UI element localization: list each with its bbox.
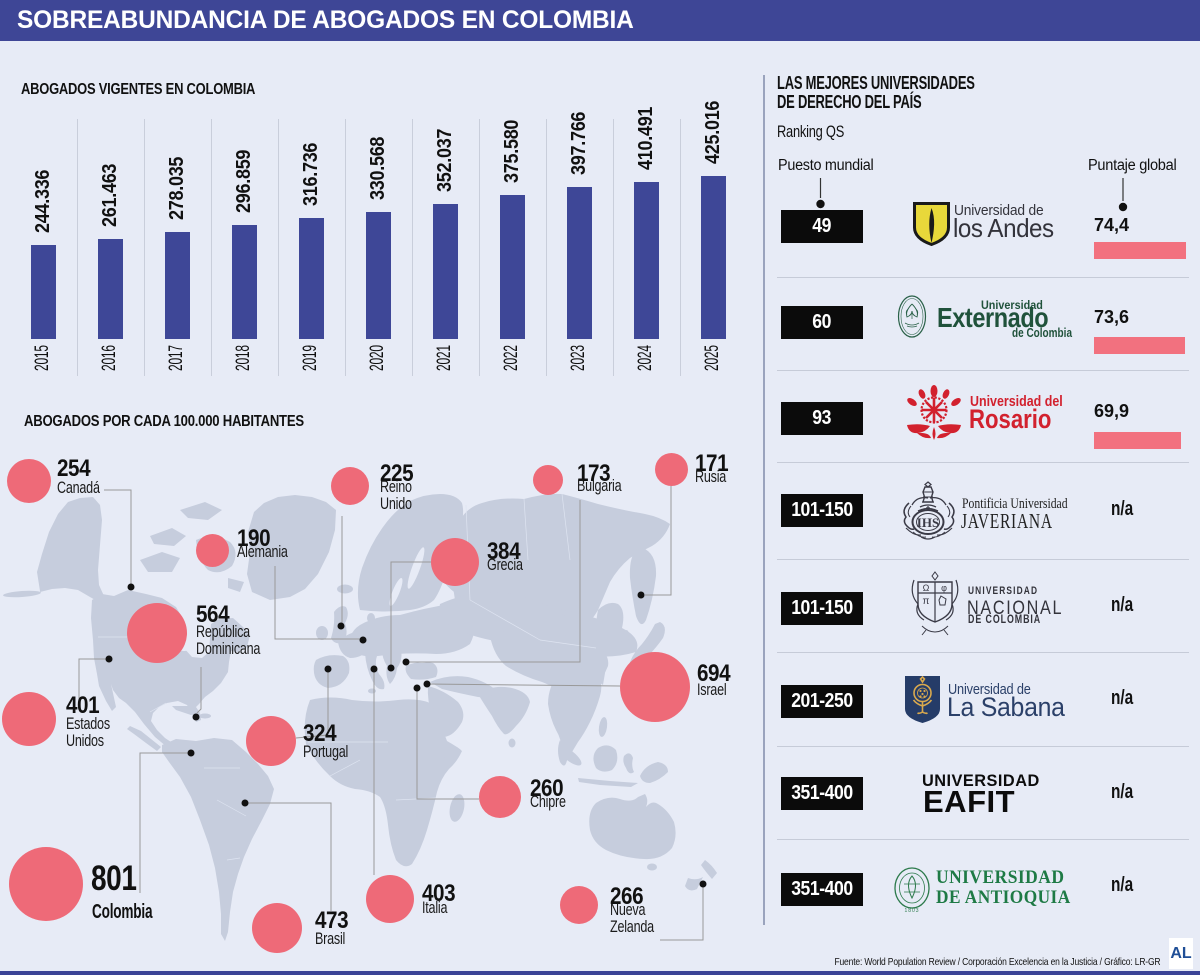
svg-text:π: π (923, 596, 930, 607)
svg-text:IHS: IHS (917, 515, 939, 530)
svg-text:1803: 1803 (904, 908, 919, 914)
svg-text:φ: φ (941, 583, 947, 593)
svg-text:Ω: Ω (923, 583, 930, 593)
